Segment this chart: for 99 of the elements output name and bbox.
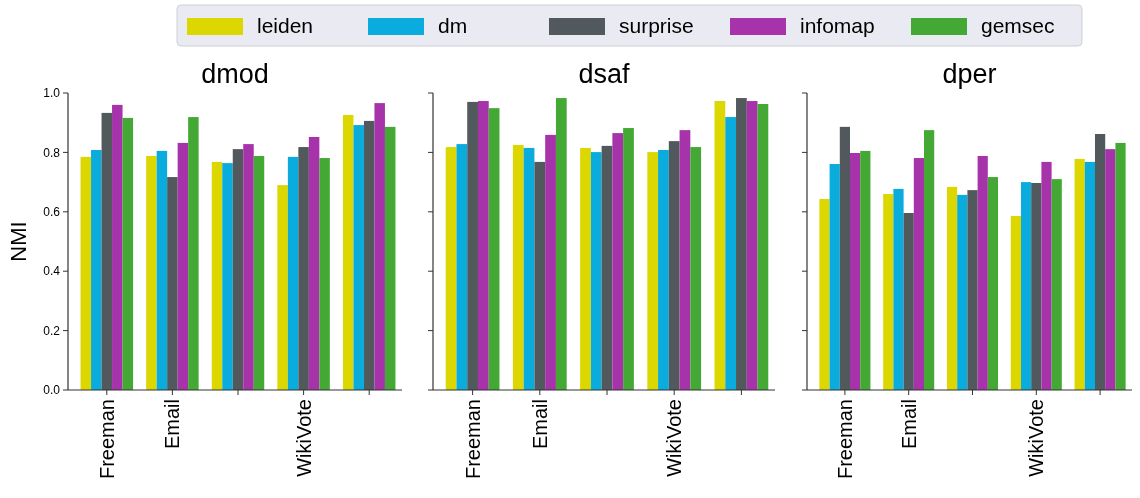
bar	[612, 133, 624, 390]
x-tick-label: Email	[897, 399, 920, 450]
bar	[232, 149, 244, 390]
bar	[374, 103, 385, 390]
bar	[1051, 179, 1062, 390]
bar	[477, 101, 489, 390]
y-tick-label: 0.2	[43, 323, 61, 338]
bar	[690, 147, 702, 390]
bar	[714, 101, 726, 390]
bar	[668, 141, 680, 390]
bar	[222, 163, 233, 390]
bar	[590, 152, 602, 390]
bar	[839, 126, 850, 390]
bar	[555, 98, 567, 390]
bar	[679, 130, 691, 390]
bar	[1084, 161, 1095, 390]
x-tick-label: WikiVote	[1025, 399, 1048, 477]
bar	[903, 212, 914, 390]
bar	[277, 185, 288, 390]
legend-label: surprise	[619, 14, 694, 38]
y-tick-label: 0.4	[43, 264, 61, 279]
bar	[342, 114, 354, 390]
bar	[445, 147, 457, 390]
bar	[512, 144, 524, 390]
y-tick-label: 1.0	[43, 86, 61, 101]
bar	[1041, 161, 1052, 390]
y-axis-title: NMI	[6, 221, 31, 262]
bar	[112, 104, 123, 390]
x-tick-label: WikiVote	[663, 399, 686, 477]
bar	[893, 188, 904, 390]
bar	[456, 144, 468, 390]
bar	[850, 152, 861, 390]
bar	[860, 150, 871, 390]
bar	[924, 130, 935, 390]
bar	[156, 150, 168, 390]
x-tick-label: Freeman	[833, 399, 856, 480]
bar	[819, 199, 830, 390]
bar	[829, 163, 840, 390]
chart-title: dsaf	[578, 59, 631, 89]
bar	[319, 158, 330, 390]
bar	[363, 120, 375, 390]
x-tick-label: WikiVote	[292, 399, 315, 477]
bar	[883, 193, 894, 390]
chart-title: dmod	[201, 59, 269, 89]
bar	[146, 155, 157, 390]
legend-label: gemsec	[981, 14, 1055, 38]
bar	[1105, 149, 1116, 390]
bar	[287, 156, 299, 390]
bar	[725, 117, 737, 390]
y-tick-label: 0.6	[43, 205, 61, 219]
bar	[211, 161, 223, 390]
bar	[467, 101, 478, 390]
bar	[1074, 158, 1085, 390]
bar	[946, 186, 958, 390]
bar	[623, 128, 634, 390]
bar	[601, 145, 613, 390]
legend-label: dm	[438, 14, 468, 38]
bar	[987, 177, 999, 390]
bar	[1010, 215, 1021, 390]
bar	[977, 155, 988, 390]
legend-label: leiden	[257, 14, 314, 38]
bar	[188, 117, 199, 390]
bar	[1115, 142, 1126, 390]
x-tick-label: Email	[161, 399, 184, 450]
bar	[1095, 133, 1106, 390]
bar	[298, 147, 309, 390]
bar	[177, 142, 189, 390]
bar	[167, 177, 178, 390]
bar	[1020, 182, 1032, 390]
bar	[913, 158, 925, 390]
chart-title: dper	[942, 59, 997, 89]
bar	[101, 112, 113, 390]
bar	[545, 134, 556, 390]
x-tick-label: Freeman	[95, 399, 118, 480]
bar	[308, 136, 320, 390]
bar	[384, 126, 396, 390]
bar	[488, 108, 500, 390]
bar	[253, 155, 265, 390]
bar	[523, 147, 535, 390]
y-tick-label: 0.0	[43, 383, 61, 398]
bar	[1031, 182, 1042, 390]
legend-label: infomap	[800, 14, 875, 38]
bar	[91, 150, 102, 390]
bar	[658, 150, 669, 390]
bar	[957, 194, 968, 390]
bar	[647, 152, 659, 390]
bar	[967, 190, 978, 390]
bar	[243, 144, 254, 390]
x-tick-label: Freeman	[461, 399, 484, 480]
bar	[80, 156, 92, 390]
bar	[122, 117, 134, 390]
bar	[580, 147, 591, 390]
bar	[746, 101, 758, 390]
x-tick-label: Email	[528, 399, 551, 450]
bar	[353, 125, 364, 390]
y-tick-label: 0.8	[43, 145, 61, 160]
bar	[757, 103, 769, 390]
bar	[534, 161, 546, 390]
bar	[736, 98, 747, 390]
